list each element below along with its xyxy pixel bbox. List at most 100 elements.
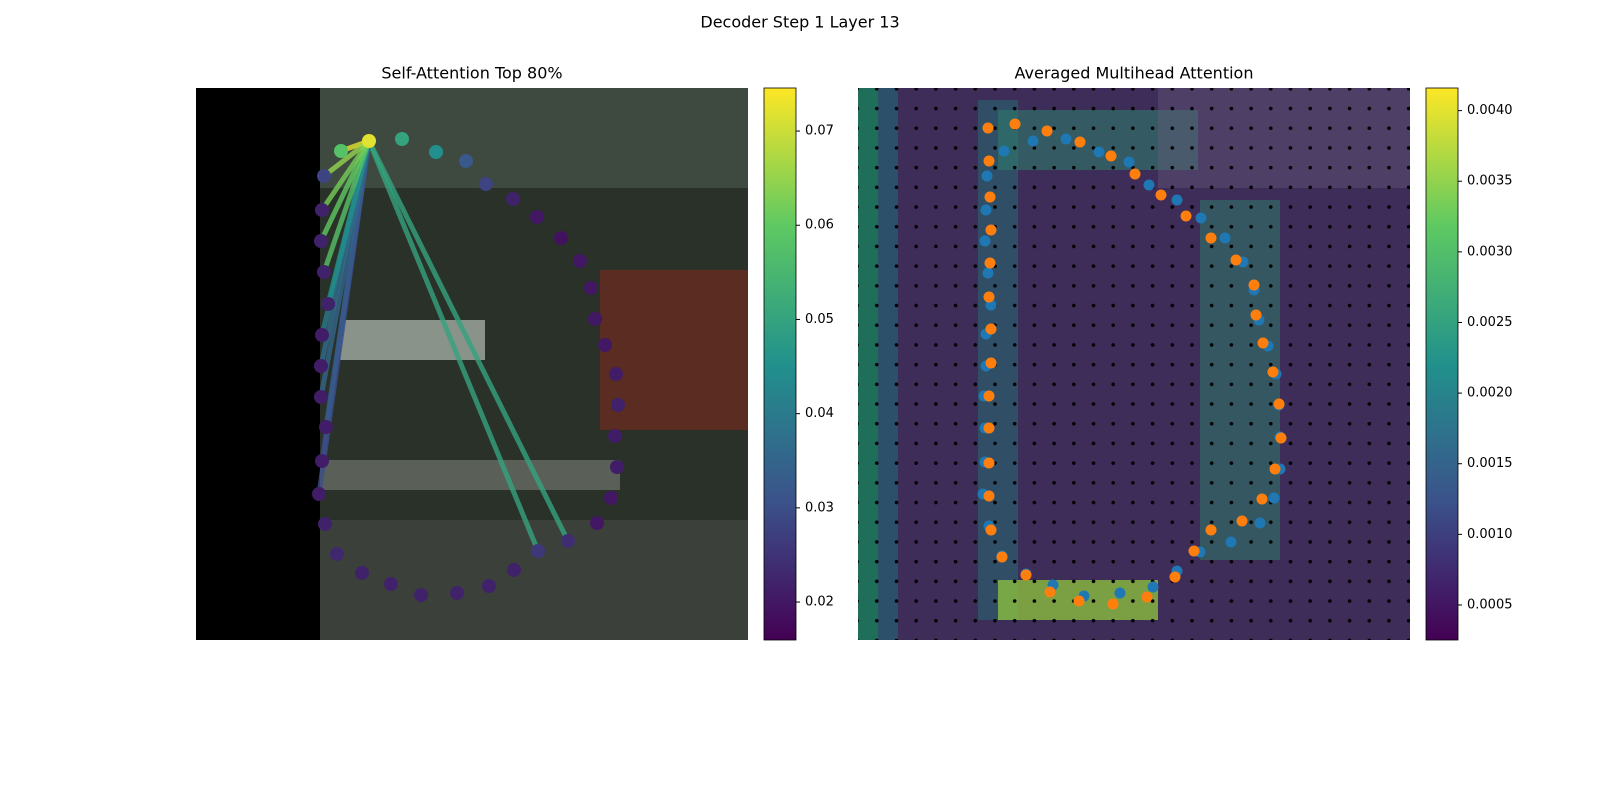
panel-title: Averaged Multihead Attention [1015, 64, 1254, 83]
figure-title: Decoder Step 1 Layer 13 [700, 13, 899, 32]
query-point [330, 547, 344, 561]
colorbar [763, 87, 797, 641]
polyline-point [1093, 146, 1105, 158]
polyline-point [983, 422, 995, 434]
polyline-point [983, 155, 995, 167]
polyline-point [1169, 571, 1181, 583]
polyline-point [1027, 135, 1039, 147]
polyline-point [1020, 569, 1032, 581]
polyline-point [1143, 179, 1155, 191]
query-point [334, 144, 348, 158]
polyline-point [1188, 545, 1200, 557]
polyline-point [1171, 194, 1183, 206]
polyline-point [1205, 524, 1217, 536]
polyline-point [1236, 515, 1248, 527]
polyline-point [1107, 598, 1119, 610]
polyline-point [985, 357, 997, 369]
query-point [590, 516, 604, 530]
query-point [531, 544, 545, 558]
polyline-point [981, 170, 993, 182]
query-point [609, 367, 623, 381]
polyline-point [996, 551, 1008, 563]
query-point [317, 169, 331, 183]
polyline-point [983, 291, 995, 303]
query-point [608, 429, 622, 443]
polyline-point [1129, 168, 1141, 180]
polyline-point [1155, 189, 1167, 201]
colorbar-tick-label: 0.06 [805, 218, 834, 233]
query-point [611, 398, 625, 412]
query-point [479, 177, 493, 191]
polyline-point [1248, 279, 1260, 291]
polyline-point [1267, 366, 1279, 378]
query-point [429, 145, 443, 159]
polyline-point [982, 267, 994, 279]
colorbar-tick-label: 0.0035 [1467, 174, 1513, 189]
query-point [314, 390, 328, 404]
panel-title: Self-Attention Top 80% [381, 64, 562, 83]
query-point [319, 420, 333, 434]
colorbar-tick-label: 0.02 [805, 595, 834, 610]
query-point [588, 312, 602, 326]
query-point [459, 154, 473, 168]
colorbar-tick-label: 0.0015 [1467, 456, 1513, 471]
query-point [314, 359, 328, 373]
query-point [318, 517, 332, 531]
polyline-point [1205, 232, 1217, 244]
colorbar-tick-label: 0.05 [805, 312, 834, 327]
polyline-point [998, 145, 1010, 157]
query-point [315, 203, 329, 217]
query-point [362, 134, 376, 148]
heatmap [858, 88, 1410, 640]
query-point [355, 566, 369, 580]
polyline-point [1269, 463, 1281, 475]
query-point [317, 265, 331, 279]
colorbar-tick-label: 0.0005 [1467, 597, 1513, 612]
polyline-point [984, 257, 996, 269]
query-point [610, 460, 624, 474]
polyline-point [1273, 398, 1285, 410]
query-point [604, 491, 618, 505]
polyline-point [983, 490, 995, 502]
polyline-point [1105, 150, 1117, 162]
polyline-point [1123, 156, 1135, 168]
query-point [450, 586, 464, 600]
polyline-point [1257, 337, 1269, 349]
polyline-point [982, 122, 994, 134]
polyline-point [1275, 432, 1287, 444]
polyline-point [985, 524, 997, 536]
query-point [314, 234, 328, 248]
photo [196, 88, 748, 640]
colorbar-tick-label: 0.0020 [1467, 386, 1513, 401]
attention-link [319, 138, 372, 213]
query-point [506, 192, 520, 206]
polyline-point [1041, 125, 1053, 137]
colorbar [1425, 87, 1459, 641]
polyline-point [983, 457, 995, 469]
polyline-point [1114, 587, 1126, 599]
query-point [321, 297, 335, 311]
query-point [598, 338, 612, 352]
polyline-point [1195, 212, 1207, 224]
attention-link [321, 138, 372, 275]
polyline-point [984, 191, 996, 203]
colorbar-tick-label: 0.0025 [1467, 315, 1513, 330]
polyline-point [1009, 118, 1021, 130]
polyline-point [1180, 210, 1192, 222]
attention-link [318, 138, 372, 244]
query-point [573, 254, 587, 268]
polyline-point [985, 224, 997, 236]
polyline-point [1256, 493, 1268, 505]
colorbar-tick-label: 0.04 [805, 406, 834, 421]
query-point [507, 563, 521, 577]
polyline-point [1254, 517, 1266, 529]
polyline-point [1147, 581, 1159, 593]
polyline-point [983, 390, 995, 402]
query-point [414, 588, 428, 602]
polyline-point [1225, 536, 1237, 548]
polyline-point [1074, 136, 1086, 148]
polyline-point [979, 235, 991, 247]
polyline-point [1268, 492, 1280, 504]
query-point [384, 577, 398, 591]
colorbar-tick-label: 0.0040 [1467, 103, 1513, 118]
